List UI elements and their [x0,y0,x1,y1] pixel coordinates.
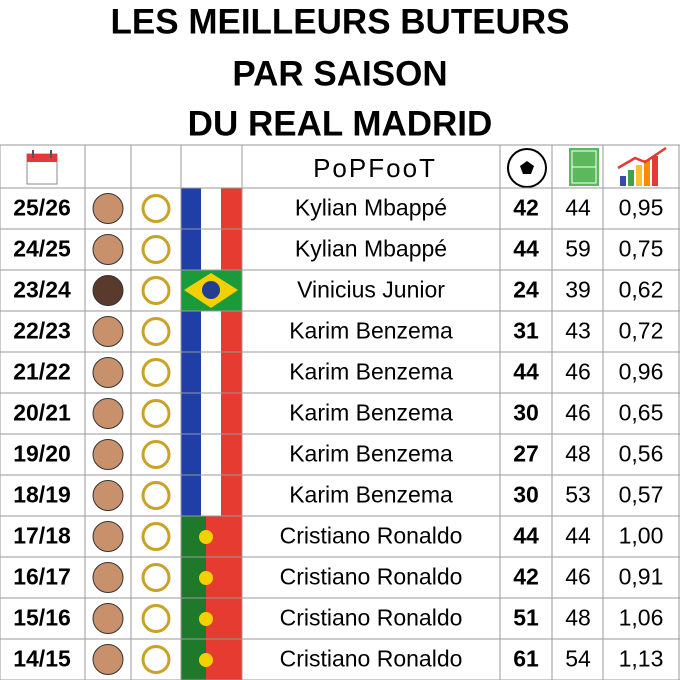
goals: 42 [513,195,539,221]
matches: 59 [565,236,591,262]
club-crest [141,235,171,264]
club-crest [141,358,171,387]
goals: 44 [513,236,539,262]
player-photo [92,316,124,347]
matches: 46 [565,564,591,590]
player-name: Karim Benzema [289,482,453,508]
title-line: PAR SAISON [232,54,447,93]
player-name: Cristiano Ronaldo [280,564,463,590]
player-photo [92,603,124,634]
season: 25/26 [13,195,71,221]
matches: 44 [565,523,591,549]
ratio: 0,75 [619,236,664,262]
ball-icon [507,148,547,188]
matches: 44 [565,195,591,221]
goals: 30 [513,482,539,508]
matches: 53 [565,482,591,508]
player-name: Karim Benzema [289,359,453,385]
season: 24/25 [13,236,71,262]
ratio: 0,57 [619,482,664,508]
flag-brazil [181,270,242,311]
ratio: 0,72 [619,318,664,344]
goals: 27 [513,441,539,467]
player-name: Karim Benzema [289,400,453,426]
player-name: Karim Benzema [289,441,453,467]
player-photo [92,357,124,388]
matches: 48 [565,605,591,631]
player-photo [92,439,124,470]
season: 19/20 [13,441,71,467]
player-photo [92,193,124,224]
season: 20/21 [13,400,71,426]
ratio: 1,13 [619,646,664,672]
ratio: 0,96 [619,359,664,385]
player-name: Cristiano Ronaldo [280,523,463,549]
goals: 44 [513,523,539,549]
player-name: Cristiano Ronaldo [280,646,463,672]
pitch-icon [569,148,599,186]
player-photo [92,562,124,593]
player-photo [92,644,124,675]
player-name: Kylian Mbappé [295,236,447,262]
player-photo [92,480,124,511]
flag-france [181,311,242,516]
player-photo [92,234,124,265]
calendar-icon [26,150,58,185]
club-crest [141,563,171,592]
ratio: 0,65 [619,400,664,426]
player-photo [92,275,124,306]
season: 14/15 [13,646,71,672]
club-crest [141,604,171,633]
ratio: 1,00 [619,523,664,549]
title-line: LES MEILLEURS BUTEURS [111,2,570,41]
player-photo [92,521,124,552]
player-name: Kylian Mbappé [295,195,447,221]
ratio: 0,62 [619,277,664,303]
player-photo [92,398,124,429]
matches: 43 [565,318,591,344]
matches: 39 [565,277,591,303]
goals: 31 [513,318,539,344]
club-crest [141,399,171,428]
player-name: Karim Benzema [289,318,453,344]
season: 18/19 [13,482,71,508]
season: 17/18 [13,523,71,549]
player-name: Vinicius Junior [297,277,445,303]
club-crest [141,317,171,346]
ratio: 0,95 [619,195,664,221]
stats-icon [617,146,667,186]
season: 15/16 [13,605,71,631]
club-crest [141,522,171,551]
matches: 48 [565,441,591,467]
ratio: 1,06 [619,605,664,631]
title-line: DU REAL MADRID [188,104,493,143]
flag-france [181,188,242,270]
season: 16/17 [13,564,71,590]
matches: 46 [565,400,591,426]
player-name: Cristiano Ronaldo [280,605,463,631]
ratio: 0,91 [619,564,664,590]
season: 23/24 [13,277,71,303]
club-crest [141,481,171,510]
matches: 46 [565,359,591,385]
season: 21/22 [13,359,71,385]
goals: 51 [513,605,539,631]
goals: 42 [513,564,539,590]
club-crest [141,276,171,305]
matches: 54 [565,646,591,672]
goals: 44 [513,359,539,385]
goals: 30 [513,400,539,426]
club-crest [141,194,171,223]
ratio: 0,56 [619,441,664,467]
goals: 24 [513,277,539,303]
season: 22/23 [13,318,71,344]
club-crest [141,645,171,674]
logo: PoPFooT [313,153,437,183]
club-crest [141,440,171,469]
goals: 61 [513,646,539,672]
